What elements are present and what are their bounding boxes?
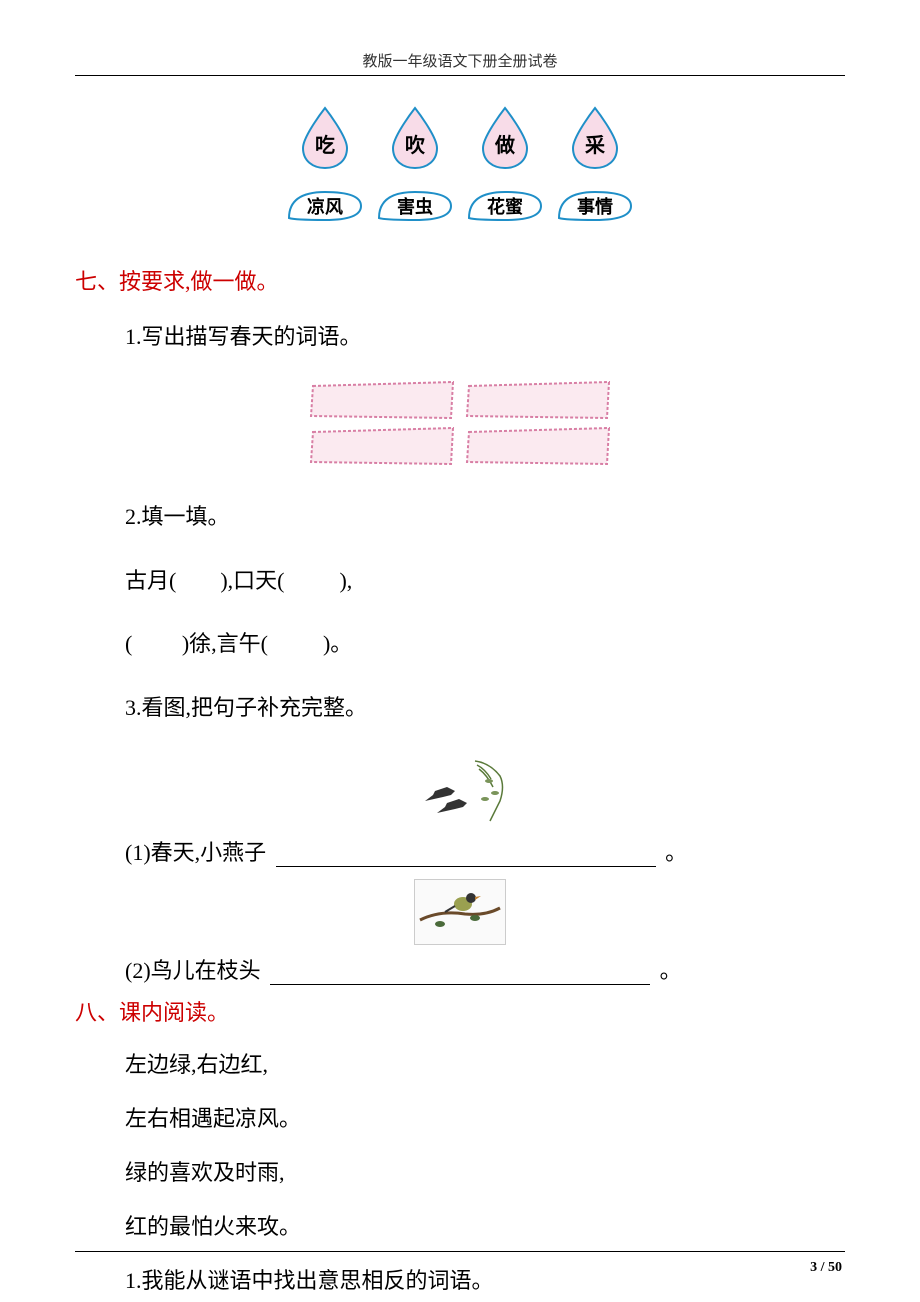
poem-line: 红的最怕火来攻。: [125, 1209, 845, 1241]
poem-line: 左右相遇起凉风。: [125, 1101, 845, 1133]
droplet-char: 采: [585, 129, 605, 158]
page-sep: /: [821, 1260, 828, 1275]
leaf-item: 事情: [555, 188, 635, 224]
q7-3-2: (2)鸟儿在枝头 。: [125, 953, 845, 985]
leaf-item: 凉风: [285, 188, 365, 224]
q7-3-2-prefix: (2)鸟儿在枝头: [125, 958, 261, 983]
header-rule: [75, 75, 845, 76]
q7-2-l2-a: (: [125, 631, 132, 656]
fill-blank[interactable]: [182, 568, 215, 593]
q7-2-l1-b: ),口天(: [220, 568, 284, 593]
droplet-item: 吹: [389, 106, 441, 170]
q7-2-line1: 古月( ),口天( ),: [125, 560, 845, 602]
current-page: 3: [810, 1260, 817, 1275]
answer-box[interactable]: [463, 380, 613, 422]
droplet-item: 采: [569, 106, 621, 170]
q7-3-1-suffix: 。: [665, 840, 687, 865]
swallow-illustration: [75, 751, 845, 827]
underline-blank[interactable]: [276, 844, 656, 867]
q7-3-2-suffix: 。: [660, 958, 682, 983]
footer-rule: [75, 1251, 845, 1252]
leaf-word: 凉风: [307, 193, 343, 219]
q7-2-line2: ( )徐,言午( )。: [125, 623, 845, 665]
poem-line: 绿的喜欢及时雨,: [125, 1155, 845, 1187]
droplet-char: 吹: [405, 129, 425, 158]
total-pages: 50: [828, 1260, 842, 1275]
bird-illustration: [75, 879, 845, 945]
q7-2-l1-a: 古月(: [125, 568, 176, 593]
section-8-heading: 八、课内阅读。: [75, 995, 845, 1027]
q7-1: 1.写出描写春天的词语。: [125, 316, 845, 358]
leaf-word: 事情: [577, 193, 613, 219]
leaves-row: 凉风 害虫 花蜜 事情: [75, 188, 845, 224]
leaf-item: 害虫: [375, 188, 455, 224]
answer-box[interactable]: [307, 380, 457, 422]
droplet-item: 吃: [299, 106, 351, 170]
page-number: 3 / 50: [810, 1260, 842, 1276]
q7-2-l1-c: ),: [339, 568, 352, 593]
droplets-row: 吃 吹 做 采: [75, 106, 845, 170]
fill-blank[interactable]: [290, 568, 334, 593]
q8-1: 1.我能从谜语中找出意思相反的词语。: [125, 1263, 845, 1295]
answer-row: [307, 380, 613, 422]
q7-3-1: (1)春天,小燕子 。: [125, 835, 845, 867]
answer-grid: [75, 380, 845, 468]
droplet-char: 吃: [315, 129, 335, 158]
swallow-icon: [405, 751, 515, 827]
leaf-word: 害虫: [397, 193, 433, 219]
answer-box[interactable]: [307, 426, 457, 468]
leaf-item: 花蜜: [465, 188, 545, 224]
answer-row: [307, 426, 613, 468]
answer-box[interactable]: [463, 426, 613, 468]
underline-blank[interactable]: [270, 962, 650, 985]
page: 教版一年级语文下册全册试卷 吃 吹 做 采: [0, 0, 920, 1302]
page-header-title: 教版一年级语文下册全册试卷: [75, 50, 845, 71]
poem-line: 左边绿,右边红,: [125, 1047, 845, 1079]
q7-3-1-prefix: (1)春天,小燕子: [125, 840, 266, 865]
leaf-word: 花蜜: [487, 193, 523, 219]
section-7-heading: 七、按要求,做一做。: [75, 264, 845, 296]
q7-2-l2-b: )徐,言午(: [182, 631, 268, 656]
droplet-char: 做: [495, 129, 515, 158]
droplet-item: 做: [479, 106, 531, 170]
fill-blank[interactable]: [273, 631, 317, 656]
bird-on-branch-icon: [414, 879, 506, 945]
q7-3-intro: 3.看图,把句子补充完整。: [125, 687, 845, 729]
q7-2-l2-c: )。: [323, 631, 352, 656]
q7-2-intro: 2.填一填。: [125, 496, 845, 538]
fill-blank[interactable]: [138, 631, 177, 656]
